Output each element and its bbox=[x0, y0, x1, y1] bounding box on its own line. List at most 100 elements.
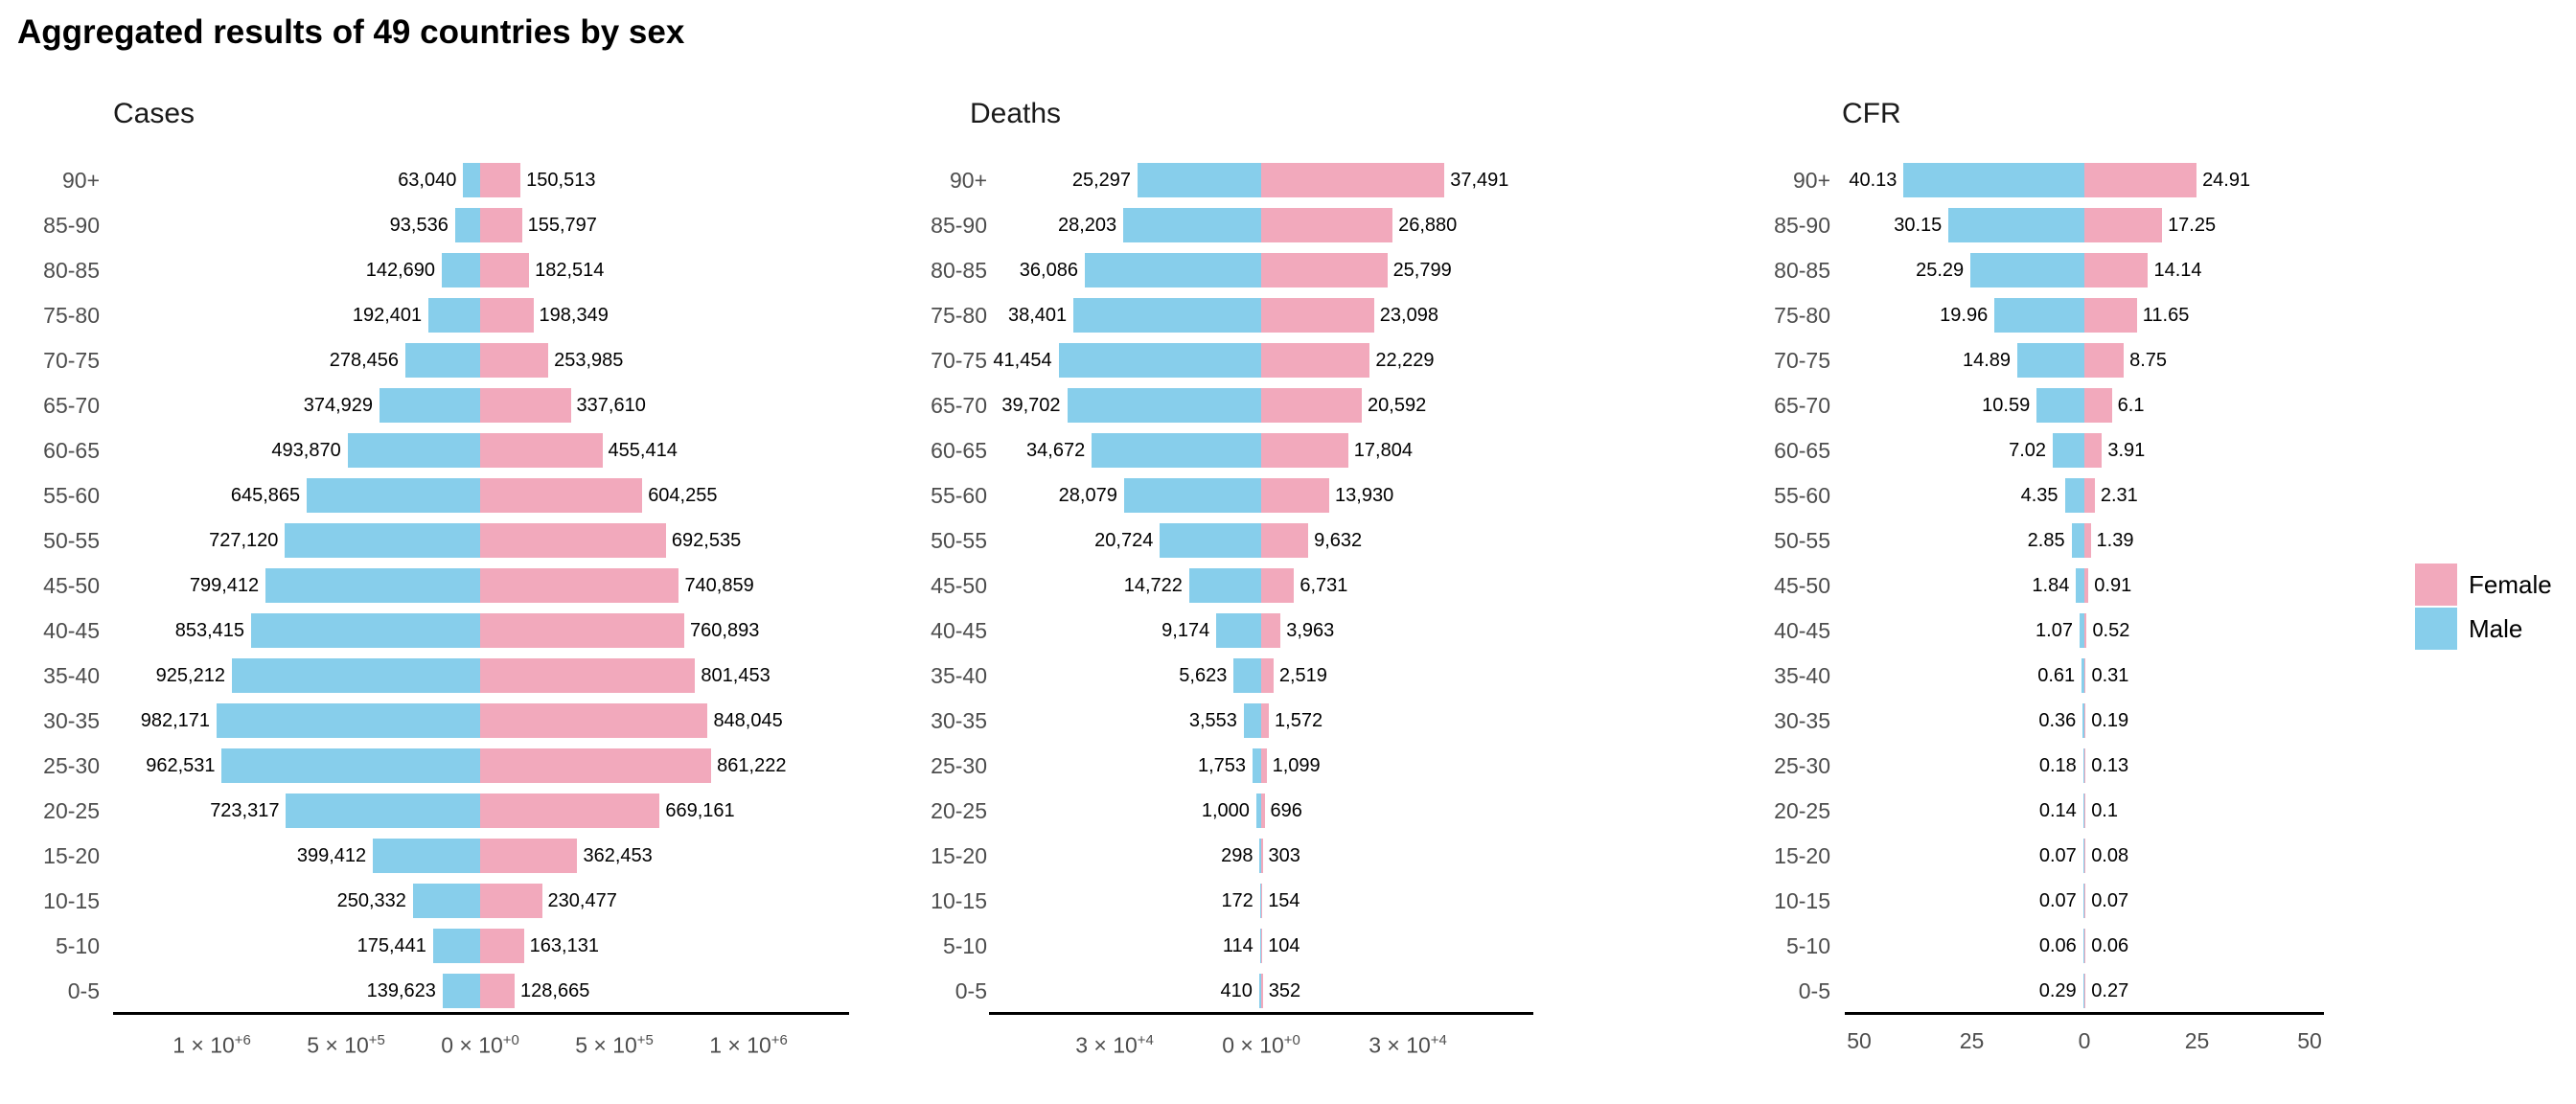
age-label-cfr: 50-55 bbox=[1774, 528, 1830, 553]
value-label-male-cases: 493,870 bbox=[271, 440, 341, 461]
bar-male-deaths bbox=[1253, 748, 1261, 783]
value-label-female-deaths: 23,098 bbox=[1379, 305, 1438, 326]
bar-male-deaths bbox=[1258, 974, 1261, 1008]
legend-key-male bbox=[2415, 608, 2457, 650]
value-label-female-cfr: 0.31 bbox=[2091, 665, 2129, 686]
age-label-cfr: 90+ bbox=[1792, 168, 1830, 193]
bar-male-cfr bbox=[1903, 163, 2084, 197]
age-label-deaths: 75-80 bbox=[931, 303, 987, 328]
x-tick-label-deaths: 0 × 10+0 bbox=[1222, 1032, 1300, 1058]
bar-female-deaths bbox=[1261, 433, 1348, 468]
value-label-female-cfr: 1.39 bbox=[2096, 530, 2134, 551]
bar-female-cases bbox=[480, 163, 521, 197]
age-label-cases: 5-10 bbox=[55, 933, 100, 958]
bar-female-deaths bbox=[1261, 703, 1270, 738]
value-label-male-deaths: 28,079 bbox=[1058, 485, 1117, 506]
bar-male-deaths bbox=[1259, 929, 1261, 963]
bar-male-cfr bbox=[2079, 613, 2084, 648]
bar-male-cfr bbox=[1970, 253, 2084, 288]
age-label-deaths: 50-55 bbox=[931, 528, 987, 553]
bar-female-cfr bbox=[2084, 929, 2086, 963]
bar-male-deaths bbox=[1216, 613, 1261, 648]
age-label-deaths: 10-15 bbox=[931, 888, 987, 913]
value-label-female-cases: 740,859 bbox=[684, 575, 754, 596]
value-label-male-cases: 727,120 bbox=[209, 530, 279, 551]
bar-male-cfr bbox=[1994, 298, 2084, 333]
bar-male-deaths bbox=[1067, 388, 1261, 423]
bar-female-cases bbox=[480, 884, 542, 918]
bar-male-cases bbox=[307, 478, 480, 513]
value-label-male-cases: 374,929 bbox=[303, 395, 374, 416]
value-label-female-cases: 692,535 bbox=[671, 530, 742, 551]
value-label-female-cases: 155,797 bbox=[527, 215, 597, 236]
bar-male-cfr bbox=[2082, 884, 2084, 918]
bar-female-deaths bbox=[1261, 208, 1393, 242]
value-label-male-cfr: 0.29 bbox=[2038, 980, 2077, 1001]
age-label-cases: 25-30 bbox=[43, 753, 100, 778]
value-label-female-cases: 337,610 bbox=[576, 395, 646, 416]
value-label-male-deaths: 3,553 bbox=[1188, 710, 1237, 731]
bar-female-deaths bbox=[1261, 343, 1370, 378]
value-label-female-cfr: 0.07 bbox=[2091, 890, 2129, 911]
value-label-male-cfr: 0.06 bbox=[2038, 935, 2077, 956]
x-tick-label-cfr: 50 bbox=[2297, 1028, 2322, 1053]
age-label-cases: 90+ bbox=[61, 168, 100, 193]
value-label-male-cfr: 0.36 bbox=[2038, 710, 2077, 731]
bar-male-cases bbox=[265, 568, 480, 603]
value-label-female-deaths: 25,799 bbox=[1392, 260, 1452, 281]
value-label-female-cases: 253,985 bbox=[554, 350, 624, 371]
value-label-female-cfr: 14.14 bbox=[2153, 260, 2202, 281]
value-label-male-cases: 63,040 bbox=[398, 170, 457, 191]
value-label-male-deaths: 1,000 bbox=[1201, 800, 1250, 821]
bar-male-cfr bbox=[2082, 748, 2084, 783]
value-label-female-deaths: 9,632 bbox=[1314, 530, 1363, 551]
value-label-female-deaths: 104 bbox=[1268, 935, 1300, 956]
value-label-female-deaths: 20,592 bbox=[1368, 395, 1427, 416]
bar-male-deaths bbox=[1123, 208, 1261, 242]
x-tick-label-cfr: 50 bbox=[1847, 1028, 1872, 1053]
bar-male-cases bbox=[251, 613, 480, 648]
value-label-male-cfr: 14.89 bbox=[1962, 350, 2012, 371]
bar-male-cases bbox=[454, 208, 480, 242]
bar-female-deaths bbox=[1261, 884, 1263, 918]
value-label-female-deaths: 352 bbox=[1268, 980, 1301, 1001]
bar-male-deaths bbox=[1243, 703, 1261, 738]
bar-female-deaths bbox=[1261, 568, 1295, 603]
x-tick-label-cases: 5 × 10+5 bbox=[575, 1032, 654, 1058]
age-label-cfr: 20-25 bbox=[1774, 798, 1830, 823]
age-label-cases: 35-40 bbox=[43, 663, 100, 688]
value-label-female-cfr: 6.1 bbox=[2117, 395, 2145, 416]
bar-male-cfr bbox=[2082, 658, 2084, 693]
value-label-male-cfr: 7.02 bbox=[2009, 440, 2047, 461]
bar-female-cases bbox=[480, 839, 578, 873]
age-label-cfr: 40-45 bbox=[1774, 618, 1830, 643]
bar-female-cfr bbox=[2084, 478, 2095, 513]
value-label-male-deaths: 5,623 bbox=[1179, 665, 1228, 686]
bar-male-cases bbox=[432, 929, 480, 963]
value-label-male-deaths: 36,086 bbox=[1019, 260, 1078, 281]
bar-female-deaths bbox=[1261, 388, 1363, 423]
bar-female-cases bbox=[480, 523, 666, 558]
bar-male-cfr bbox=[2082, 794, 2084, 828]
bar-female-cases bbox=[480, 748, 712, 783]
value-label-male-cfr: 40.13 bbox=[1849, 170, 1898, 191]
bar-female-deaths bbox=[1261, 298, 1374, 333]
value-label-male-cfr: 1.84 bbox=[2032, 575, 2070, 596]
value-label-male-cfr: 25.29 bbox=[1916, 260, 1965, 281]
bar-male-cfr bbox=[2082, 974, 2084, 1008]
age-label-cfr: 60-65 bbox=[1774, 438, 1830, 463]
value-label-female-cfr: 0.19 bbox=[2091, 710, 2129, 731]
bar-male-deaths bbox=[1073, 298, 1261, 333]
value-label-male-deaths: 410 bbox=[1220, 980, 1253, 1001]
bar-male-deaths bbox=[1233, 658, 1261, 693]
bar-male-cases bbox=[286, 794, 480, 828]
panel-title-deaths: Deaths bbox=[970, 98, 1062, 129]
age-label-cfr: 0-5 bbox=[1798, 978, 1830, 1003]
value-label-female-cases: 604,255 bbox=[648, 485, 718, 506]
age-label-deaths: 0-5 bbox=[954, 978, 987, 1003]
value-label-female-cases: 182,514 bbox=[535, 260, 605, 281]
bar-male-cfr bbox=[2076, 568, 2084, 603]
age-label-cases: 55-60 bbox=[43, 483, 100, 508]
bar-male-cases bbox=[216, 703, 480, 738]
age-label-cfr: 45-50 bbox=[1774, 573, 1830, 598]
